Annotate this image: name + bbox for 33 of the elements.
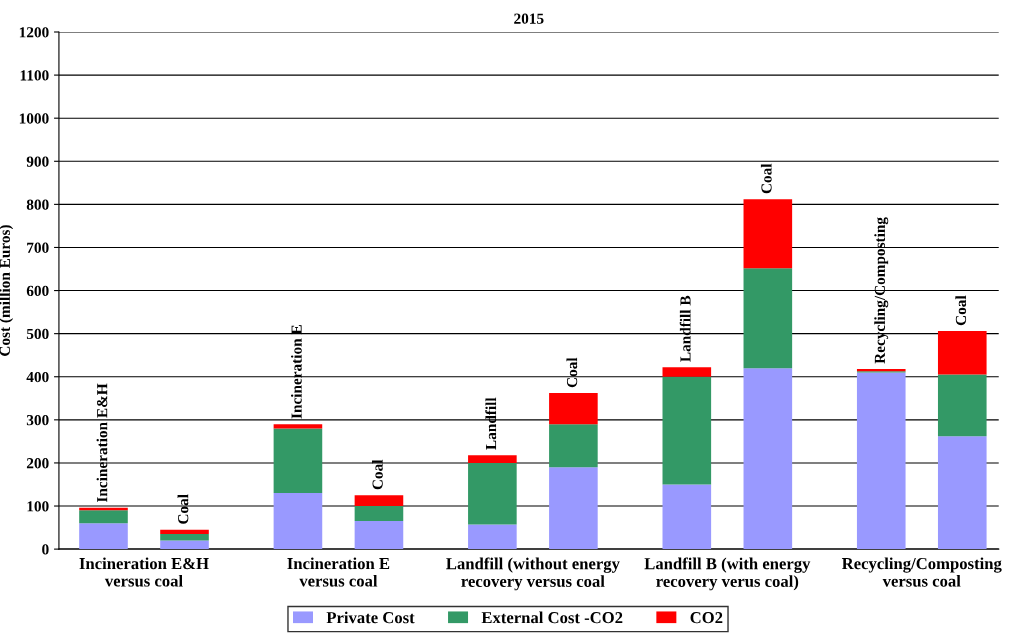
y-tick-label: 1000 bbox=[19, 113, 49, 124]
y-tick-label: 600 bbox=[26, 285, 49, 297]
x-tick-label: Incineration E&H bbox=[96, 383, 108, 503]
x-tick-label: Coal bbox=[955, 295, 967, 326]
legend-label: CO2 bbox=[690, 612, 723, 624]
y-tick-label: 500 bbox=[26, 328, 49, 340]
y-axis-title: Cost (million Euros) bbox=[0, 225, 14, 356]
x-tick-label: Landfill B bbox=[679, 295, 691, 362]
text: Incineration E versus coal bbox=[287, 557, 390, 587]
y-tick-label: 700 bbox=[27, 242, 49, 253]
text: Landfill (without energy recovery versus coal bbox=[446, 557, 620, 591]
x-tick-label: Recycling/Composting bbox=[874, 217, 889, 364]
y-tick-label: 200 bbox=[26, 458, 49, 469]
text: Incineration E&H versus coal bbox=[79, 557, 209, 587]
x-tick-label: Landfill bbox=[485, 397, 497, 450]
y-tick-label: 1100 bbox=[20, 70, 49, 81]
text: Landfill B (with energy recovery verus coal) bbox=[644, 557, 811, 591]
y-tick-label: 100 bbox=[27, 501, 49, 512]
y-tick-label: 300 bbox=[26, 414, 49, 426]
y-tick-label: 800 bbox=[26, 199, 49, 210]
x-tick-label: Coal bbox=[760, 163, 772, 194]
chart-title: 2015 bbox=[514, 13, 544, 24]
y-tick-label: 0 bbox=[42, 544, 49, 555]
legend-label: Private Cost bbox=[326, 611, 415, 624]
x-tick-label: Coal bbox=[566, 357, 578, 388]
legend-label: External Cost -CO2 bbox=[481, 611, 623, 624]
y-tick-label: 900 bbox=[26, 156, 49, 167]
x-tick-label: Incineration E bbox=[291, 325, 302, 419]
y-tick-label: 1200 bbox=[19, 27, 49, 38]
x-tick-label: Coal bbox=[177, 494, 189, 524]
x-tick-label: Coal bbox=[372, 459, 383, 490]
text: Recycling/Composting versus coal bbox=[841, 557, 1002, 587]
y-tick-label: 400 bbox=[26, 371, 49, 383]
